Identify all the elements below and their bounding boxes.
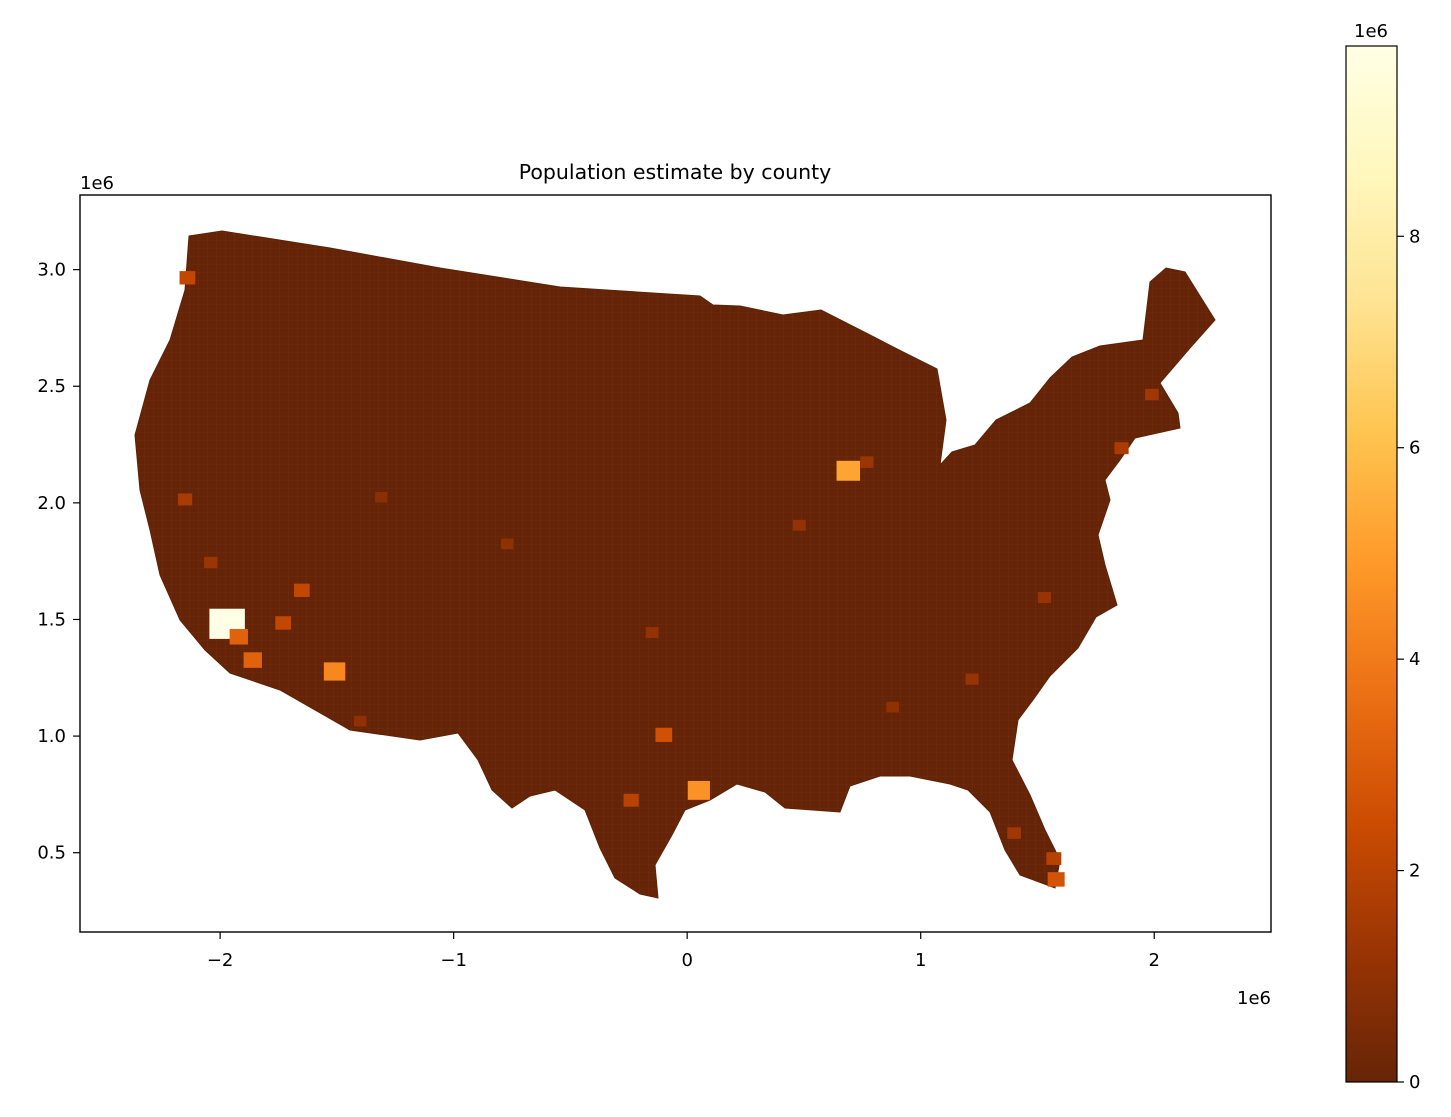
x-tick-label: 1 (915, 950, 926, 971)
colorbar-tick-label: 4 (1409, 649, 1420, 670)
county-patch (323, 662, 346, 681)
county-patch (375, 492, 388, 503)
y-tick-label: 2.5 (37, 376, 66, 397)
colorbar-tick-label: 2 (1409, 861, 1420, 882)
county-patch (836, 460, 861, 481)
y-tick-label: 2.0 (37, 493, 66, 514)
x-axis: −2 −1 0 1 2 (207, 932, 1160, 971)
county-patch (229, 628, 248, 645)
colorbar: 1e6 0 2 4 6 8 (1345, 21, 1420, 1093)
x-tick-label: −1 (440, 950, 467, 971)
x-tick-label: 0 (681, 950, 692, 971)
x-offset-label: 1e6 (1237, 988, 1271, 1009)
us-mainland-outline (134, 230, 1216, 899)
county-patch (965, 673, 979, 685)
county-patch (1047, 872, 1065, 887)
county-patch (1037, 591, 1052, 604)
county-patch (687, 780, 710, 800)
y-axis: 0.5 1.0 1.5 2.0 2.5 3.0 (37, 260, 80, 864)
county-patch (860, 456, 874, 468)
county-patch (1114, 442, 1129, 455)
colorbar-ticks: 0 2 4 6 8 (1397, 226, 1420, 1093)
highlighted-counties (178, 271, 1159, 887)
y-offset-label: 1e6 (80, 173, 114, 194)
county-patch (792, 519, 806, 531)
county-patch (353, 715, 367, 727)
y-tick-label: 3.0 (37, 260, 66, 281)
us-county-map (134, 230, 1216, 899)
colorbar-offset-label: 1e6 (1354, 21, 1388, 42)
county-patch (275, 616, 292, 630)
colorbar-tick-label: 8 (1409, 226, 1420, 247)
county-patch (1007, 827, 1021, 839)
county-patch (204, 556, 218, 569)
county-patch (501, 538, 514, 550)
x-tick-label: 2 (1149, 950, 1160, 971)
chart-title: Population estimate by county (519, 160, 832, 184)
colorbar-gradient (1345, 45, 1398, 1083)
plot-frame (79, 194, 1272, 933)
county-patch (293, 583, 310, 597)
county-patch (1145, 388, 1159, 401)
county-patch (623, 793, 639, 807)
x-tick-label: −2 (207, 950, 234, 971)
county-patch (1046, 852, 1062, 865)
y-tick-label: 1.0 (37, 726, 66, 747)
county-patch (645, 627, 659, 638)
colorbar-tick-label: 0 (1409, 1072, 1420, 1093)
county-patch (243, 652, 262, 668)
county-patch (886, 701, 899, 713)
county-patch (179, 271, 196, 285)
county-patch (178, 493, 193, 506)
y-tick-label: 0.5 (37, 843, 66, 864)
colorbar-tick-label: 6 (1409, 438, 1420, 459)
y-tick-label: 1.5 (37, 609, 66, 630)
county-patch (655, 727, 673, 742)
